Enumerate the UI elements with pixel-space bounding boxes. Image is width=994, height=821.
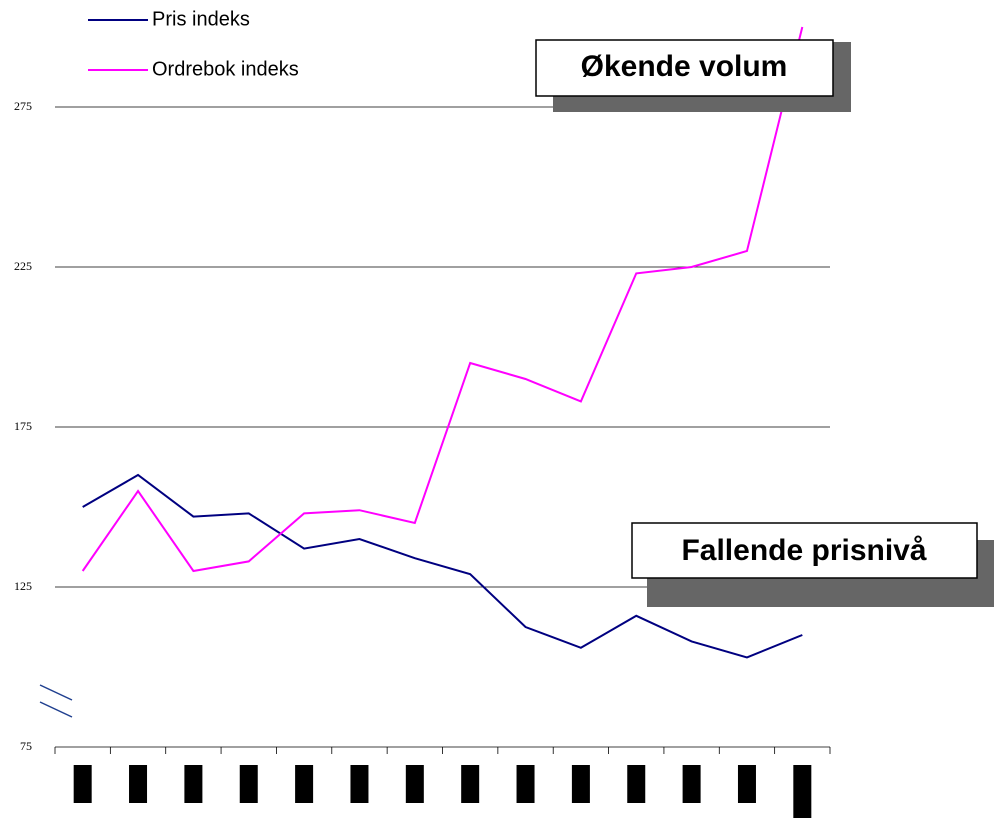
annotation-box: [631, 522, 978, 579]
x-tick-label-redacted: [295, 765, 314, 803]
y-tick-label: 175: [14, 419, 32, 433]
x-tick-label-redacted: [350, 765, 369, 803]
annotation-text: Økende volum: [581, 50, 788, 83]
series-line: [81, 26, 804, 573]
annotation-volume: Økende volum: [535, 39, 851, 112]
x-tick-label-redacted: [405, 765, 424, 803]
legend-label: Ordrebok indeks: [152, 58, 299, 80]
x-tick-label-redacted: [73, 765, 92, 803]
x-tick-label-redacted: [737, 765, 756, 803]
x-tick-label-redacted: [793, 765, 812, 818]
x-tick-label-redacted: [184, 765, 203, 803]
y-tick-label: 225: [14, 259, 32, 273]
x-tick-label-redacted: [516, 765, 535, 803]
annotation-box: [535, 39, 834, 97]
x-tick-label-redacted: [571, 765, 590, 803]
annotation-text: Fallende prisnivå: [681, 534, 926, 567]
x-tick-label-redacted: [461, 765, 480, 803]
y-tick-label: 125: [14, 579, 32, 593]
x-tick-label-redacted: [129, 765, 148, 803]
x-tick-label-redacted: [239, 765, 258, 803]
x-tick-label-redacted: [682, 765, 701, 803]
annotation-price: Fallende prisnivå: [631, 522, 994, 607]
axis-break: [39, 684, 73, 701]
y-tick-label: 75: [20, 739, 32, 753]
x-tick-label-redacted: [627, 765, 646, 803]
series-line: [82, 473, 803, 659]
y-tick-label: 275: [14, 99, 32, 113]
axis-break: [39, 701, 73, 718]
legend-label: Pris indeks: [152, 8, 250, 30]
